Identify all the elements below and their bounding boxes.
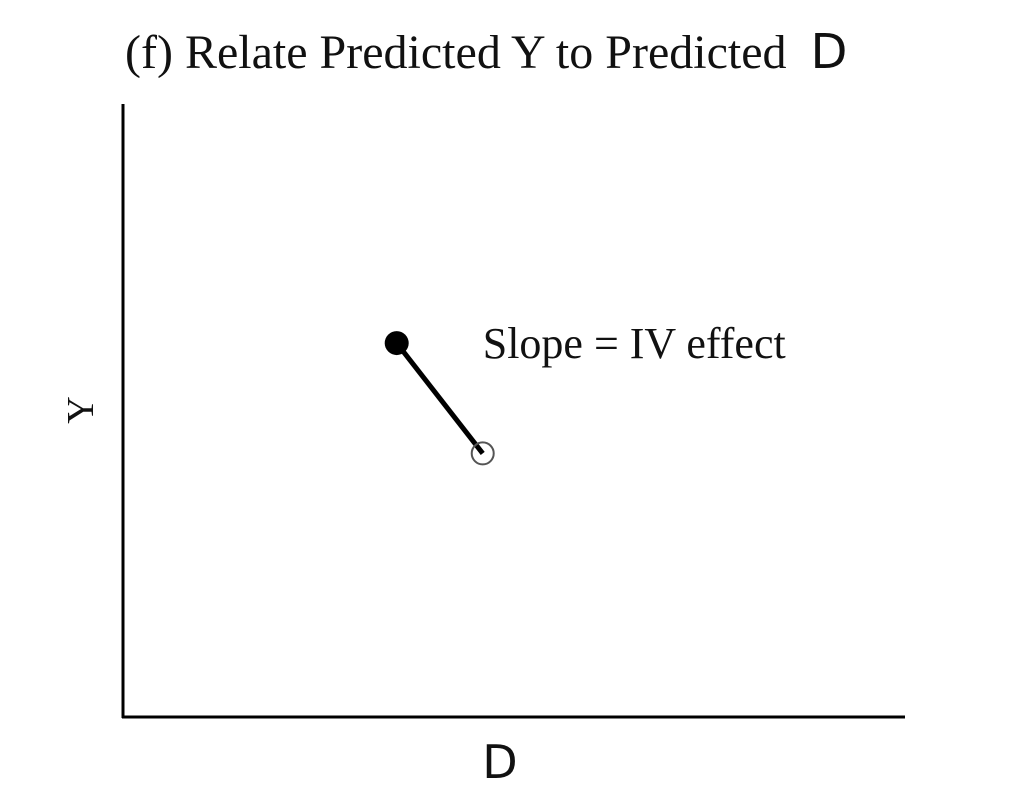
slope-segment xyxy=(394,341,485,455)
chart-title-main: (f) Relate Predicted Y to Predicted xyxy=(125,26,787,79)
y-axis-label: Y xyxy=(60,396,102,423)
x-axis-label: D xyxy=(482,735,517,789)
chart-marks xyxy=(384,331,495,466)
chart-title: (f) Relate Predicted Y to Predicted D xyxy=(125,24,848,80)
slope-annotation: Slope = IV effect xyxy=(483,319,786,368)
data-point-open xyxy=(470,441,495,466)
chart-title-d: D xyxy=(811,24,848,80)
data-point-filled xyxy=(384,331,409,356)
